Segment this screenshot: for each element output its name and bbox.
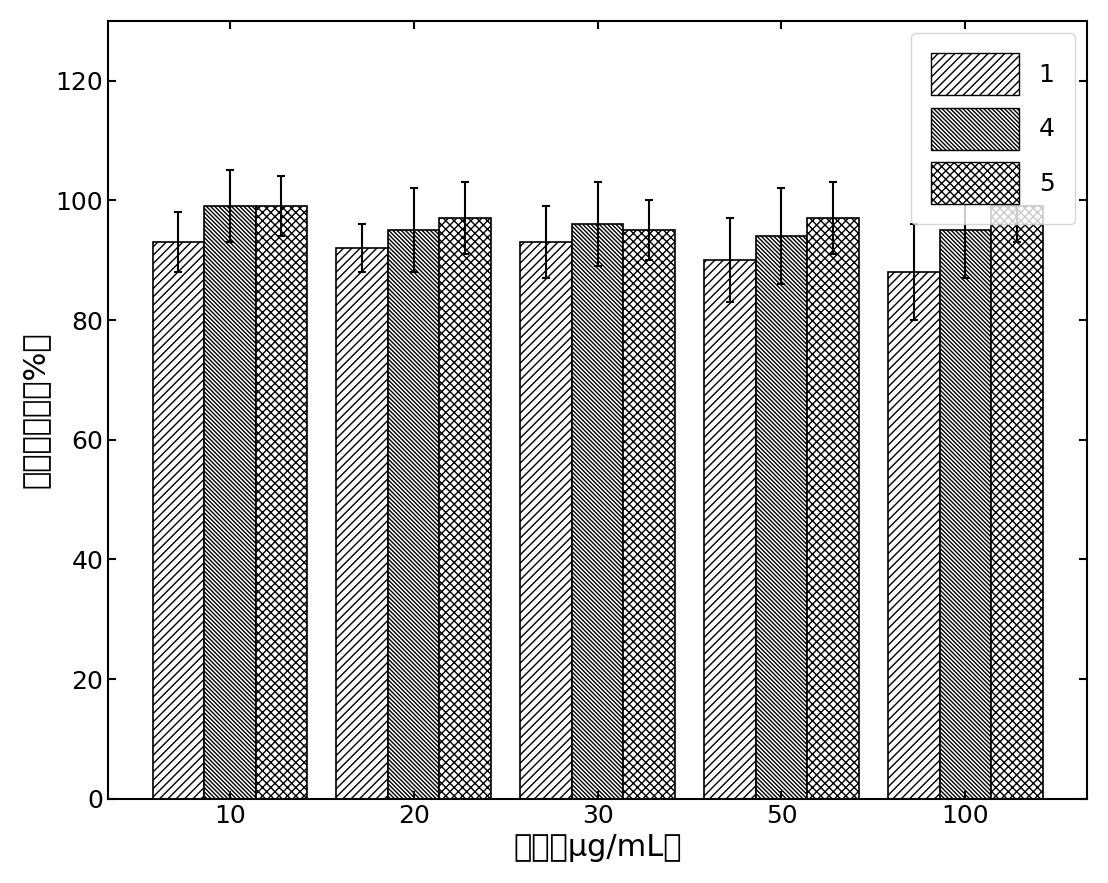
Bar bbox=[388, 230, 440, 799]
X-axis label: 浓度（μg/mL）: 浓度（μg/mL） bbox=[513, 834, 681, 862]
Bar bbox=[153, 242, 204, 799]
Bar bbox=[624, 230, 675, 799]
Bar bbox=[337, 248, 388, 799]
Bar bbox=[889, 272, 940, 799]
Bar bbox=[256, 207, 307, 799]
Bar bbox=[992, 207, 1043, 799]
Bar bbox=[521, 242, 572, 799]
Y-axis label: 细胞存活率（%）: 细胞存活率（%） bbox=[21, 331, 50, 488]
Bar bbox=[756, 237, 808, 799]
Bar bbox=[204, 207, 256, 799]
Bar bbox=[705, 260, 756, 799]
Bar bbox=[440, 218, 491, 799]
Bar bbox=[572, 224, 624, 799]
Legend: 1, 4, 5: 1, 4, 5 bbox=[911, 34, 1075, 224]
Bar bbox=[940, 230, 992, 799]
Bar bbox=[808, 218, 859, 799]
